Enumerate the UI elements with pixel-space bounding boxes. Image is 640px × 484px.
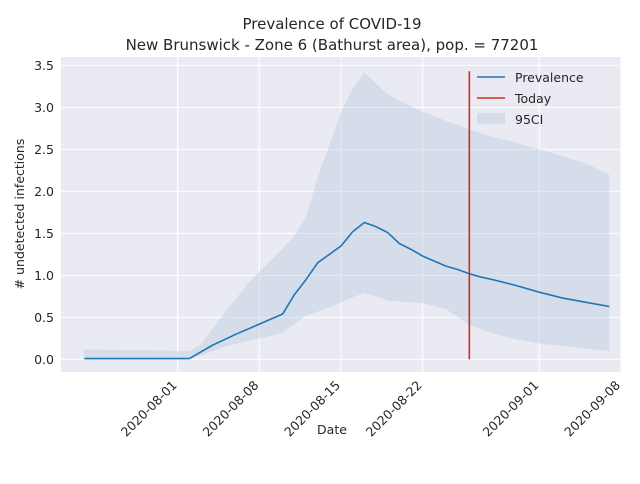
- y-tick-label: 3.0: [34, 100, 54, 115]
- y-tick-label: 2.0: [34, 184, 54, 199]
- chart-title: Prevalence of COVID-19: [242, 15, 421, 33]
- series-layer: [84, 71, 610, 360]
- grid-lines: [61, 57, 622, 372]
- y-tick-label: 0.5: [34, 310, 54, 325]
- y-tick-labels: 0.0 0.5 1.0 1.5 2.0 2.5 3.0 3.5: [34, 58, 54, 367]
- y-axis-label: # undetected infections: [12, 139, 27, 290]
- legend-label-prevalence: Prevalence: [515, 70, 584, 85]
- legend-swatch-95ci: [477, 113, 505, 124]
- legend-label-today: Today: [514, 91, 552, 106]
- ci-band-95: [84, 72, 610, 360]
- legend-label-95ci: 95CI: [515, 112, 543, 127]
- y-tick-label: 1.0: [34, 268, 54, 283]
- legend: Prevalence Today 95CI: [477, 70, 584, 127]
- x-axis-label: Date: [317, 422, 347, 437]
- y-tick-label: 1.5: [34, 226, 54, 241]
- y-tick-label: 3.5: [34, 58, 54, 73]
- prevalence-line: [84, 221, 610, 360]
- y-tick-label: 2.5: [34, 142, 54, 157]
- ci-band-layer: [84, 72, 610, 360]
- chart-subtitle: New Brunswick - Zone 6 (Bathurst area), …: [126, 36, 539, 54]
- y-tick-label: 0.0: [34, 352, 54, 367]
